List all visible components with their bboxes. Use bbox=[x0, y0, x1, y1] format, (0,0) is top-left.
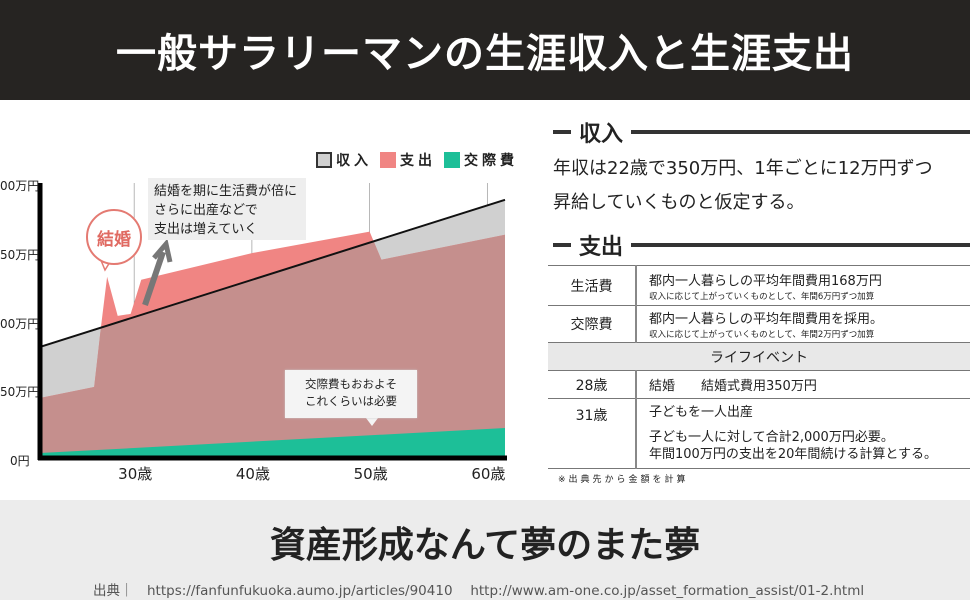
x-tick-label: 30歳 bbox=[118, 465, 153, 483]
social-expense-area bbox=[40, 428, 505, 458]
x-tick-label: 40歳 bbox=[235, 465, 270, 483]
callout-tail bbox=[366, 418, 378, 426]
expense-increase-note: 結婚を期に生活費が倍に さらに出産などで 支出は増えていく bbox=[148, 178, 306, 240]
chart-legend: 収入 支出 交際費 bbox=[316, 150, 518, 170]
footnote: ※出典先から金額を計算 bbox=[558, 475, 689, 485]
social-expense-note: 交際費もおおよそ これくらいは必要 bbox=[285, 370, 417, 418]
source-citation: 出典｜ https://fanfunfukuoka.aumo.jp/articl… bbox=[93, 583, 865, 599]
row-value: 都内一人暮らしの平均年間費用168万円収入に応じて上がっていくものとして、年間6… bbox=[636, 265, 970, 306]
row-key: 交際費 bbox=[548, 305, 637, 343]
y-tick-label: 50万円 bbox=[0, 247, 40, 262]
row-key: 31歳 bbox=[548, 398, 637, 469]
table-row: 生活費 都内一人暮らしの平均年間費用168万円収入に応じて上がっていくものとして、… bbox=[548, 265, 970, 306]
income-heading: 収入 bbox=[553, 116, 970, 148]
y-tick-label: 0円 bbox=[10, 454, 30, 468]
arrow-up-icon bbox=[142, 251, 166, 306]
row-main: 都内一人暮らしの平均年間費用を採用。 bbox=[649, 312, 884, 327]
row-sub: 収入に応じて上がっていくものとして、年間2万円ずつ加算 bbox=[649, 330, 875, 340]
income-expense-chart bbox=[37, 183, 507, 461]
note-line: さらに出産などで bbox=[154, 203, 258, 218]
y-tick-label: 00万円 bbox=[0, 179, 40, 193]
note-line: 結婚を期に生活費が倍に bbox=[154, 184, 298, 199]
heading-text: 収入 bbox=[579, 122, 624, 147]
row-key: 28歳 bbox=[548, 370, 637, 399]
row-value: 都内一人暮らしの平均年間費用を採用。収入に応じて上がっていくものとして、年間2万… bbox=[636, 305, 970, 343]
arrow-head bbox=[152, 238, 173, 263]
life-event-header: ライフイベント bbox=[548, 342, 970, 371]
note-line: 支出は増えていく bbox=[154, 222, 258, 237]
note-line: 交際費もおおよそ bbox=[305, 377, 397, 391]
footer-band: 資産形成なんて夢のまた夢 出典｜ https://fanfunfukuoka.a… bbox=[0, 500, 970, 600]
legend-swatch-income bbox=[316, 152, 332, 168]
row-sub: 収入に応じて上がっていくものとして、年間6万円ずつ加算 bbox=[649, 291, 875, 302]
x-tick-label: 60歳 bbox=[471, 465, 506, 483]
table-row: ライフイベント bbox=[548, 342, 970, 371]
expense-heading: 支出 bbox=[553, 229, 970, 261]
table-row: 交際費 都内一人暮らしの平均年間費用を採用。収入に応じて上がっていくものとして、年… bbox=[548, 305, 970, 343]
x-tick-label: 50歳 bbox=[353, 465, 388, 483]
marriage-bubble: 結婚 bbox=[86, 209, 142, 265]
row-detail: 子ども一人に対して合計2,000万円必要。 bbox=[649, 430, 894, 445]
row-value: 子どもを一人出産子ども一人に対して合計2,000万円必要。年間100万円の支出を… bbox=[636, 398, 970, 469]
table-row: 31歳 子どもを一人出産子ども一人に対して合計2,000万円必要。年間100万円の… bbox=[548, 398, 970, 469]
footer-title: 資産形成なんて夢のまた夢 bbox=[269, 525, 701, 566]
income-line bbox=[39, 198, 506, 348]
table-row: 28歳 結婚 結婚式費用350万円 bbox=[548, 370, 970, 399]
note-line: これくらいは必要 bbox=[305, 394, 397, 408]
para-line: 年収は22歳で350万円、1年ごとに12万円ずつ bbox=[553, 158, 933, 179]
row-main: 子どもを一人出産 bbox=[649, 405, 754, 420]
y-tick-label: 50万円 bbox=[0, 385, 40, 400]
legend-swatch-social bbox=[444, 152, 460, 168]
row-key: 生活費 bbox=[548, 265, 637, 306]
heading-text: 支出 bbox=[579, 235, 624, 260]
income-description: 年収は22歳で350万円、1年ごとに12万円ずつ 昇給していくものと仮定する。 bbox=[553, 152, 970, 220]
row-detail: 年間100万円の支出を20年間続ける計算とする。 bbox=[649, 447, 937, 462]
header-banner: 一般サラリーマンの生涯収入と生涯支出 bbox=[0, 0, 970, 100]
legend-label: 支出 bbox=[400, 153, 436, 169]
para-line: 昇給していくものと仮定する。 bbox=[553, 192, 805, 213]
legend-label: 収入 bbox=[336, 153, 372, 169]
row-value: 結婚 結婚式費用350万円 bbox=[636, 370, 970, 399]
page-title: 一般サラリーマンの生涯収入と生涯支出 bbox=[116, 31, 854, 77]
legend-swatch-expense bbox=[380, 152, 396, 168]
bubble-text: 結婚 bbox=[97, 229, 131, 250]
row-main: 都内一人暮らしの平均年間費用168万円 bbox=[649, 273, 882, 289]
expense-table: 生活費 都内一人暮らしの平均年間費用168万円収入に応じて上がっていくものとして、… bbox=[548, 265, 970, 469]
y-tick-label: 00万円 bbox=[0, 316, 40, 331]
legend-label: 交際費 bbox=[464, 153, 518, 169]
